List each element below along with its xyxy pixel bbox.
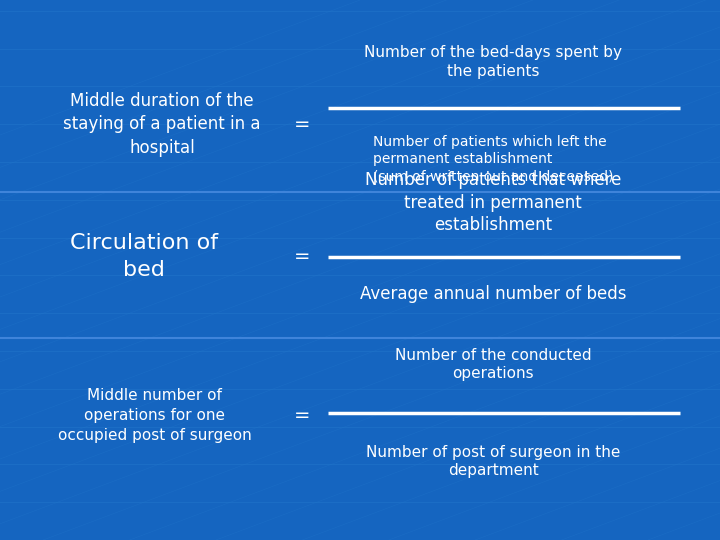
Text: Number of post of surgeon in the
department: Number of post of surgeon in the departm… [366,445,621,478]
Text: Number of the conducted
operations: Number of the conducted operations [395,348,592,381]
Text: Number of patients which left the
permanent establishment
(sum of written out an: Number of patients which left the perman… [373,135,613,184]
Text: Middle number of
operations for one
occupied post of surgeon: Middle number of operations for one occu… [58,388,252,443]
Text: Number of the bed-days spent by
the patients: Number of the bed-days spent by the pati… [364,45,622,79]
Text: =: = [294,247,310,266]
Text: =: = [294,114,310,134]
Text: =: = [294,406,310,426]
Text: Circulation of
bed: Circulation of bed [70,233,218,280]
Text: Average annual number of beds: Average annual number of beds [360,285,626,303]
Text: Number of patients that where
treated in permanent
establishment: Number of patients that where treated in… [365,171,621,234]
Text: Middle duration of the
staying of a patient in a
hospital: Middle duration of the staying of a pati… [63,92,261,157]
